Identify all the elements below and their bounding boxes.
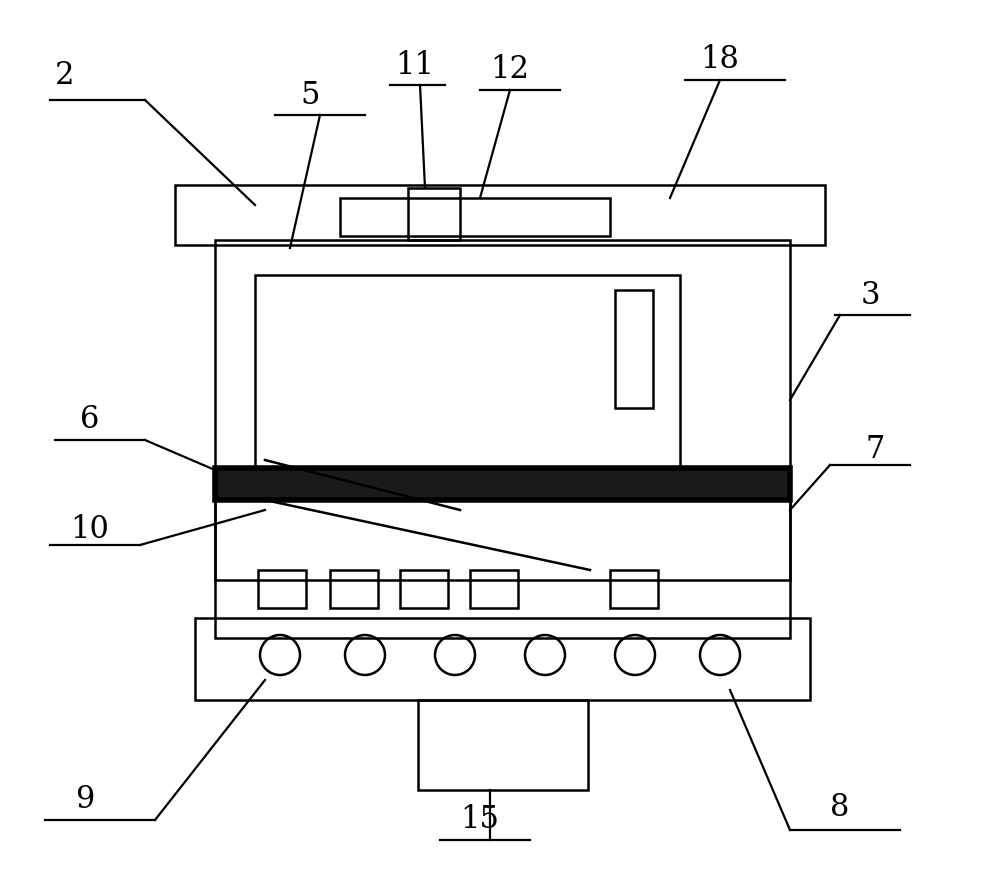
Bar: [255, 275, 680, 470]
Bar: [615, 290, 653, 408]
Text: 12: 12: [490, 54, 530, 86]
Text: 3: 3: [860, 279, 880, 311]
Bar: [215, 468, 790, 638]
Bar: [408, 188, 460, 240]
Text: 11: 11: [396, 50, 434, 80]
Text: 8: 8: [830, 793, 850, 823]
Text: 7: 7: [865, 435, 885, 466]
Bar: [258, 570, 306, 608]
Bar: [610, 570, 658, 608]
Text: 5: 5: [300, 80, 320, 110]
Bar: [400, 570, 448, 608]
Text: 6: 6: [80, 404, 100, 436]
Bar: [340, 198, 610, 236]
Text: 10: 10: [71, 514, 109, 545]
Bar: [215, 240, 790, 580]
Text: 2: 2: [55, 60, 75, 90]
Bar: [215, 468, 790, 500]
Bar: [175, 185, 825, 245]
Bar: [330, 570, 378, 608]
Bar: [195, 618, 810, 700]
Text: 18: 18: [701, 45, 739, 75]
Text: 15: 15: [460, 804, 500, 836]
Text: 9: 9: [75, 785, 95, 816]
Bar: [470, 570, 518, 608]
Bar: [418, 700, 588, 790]
